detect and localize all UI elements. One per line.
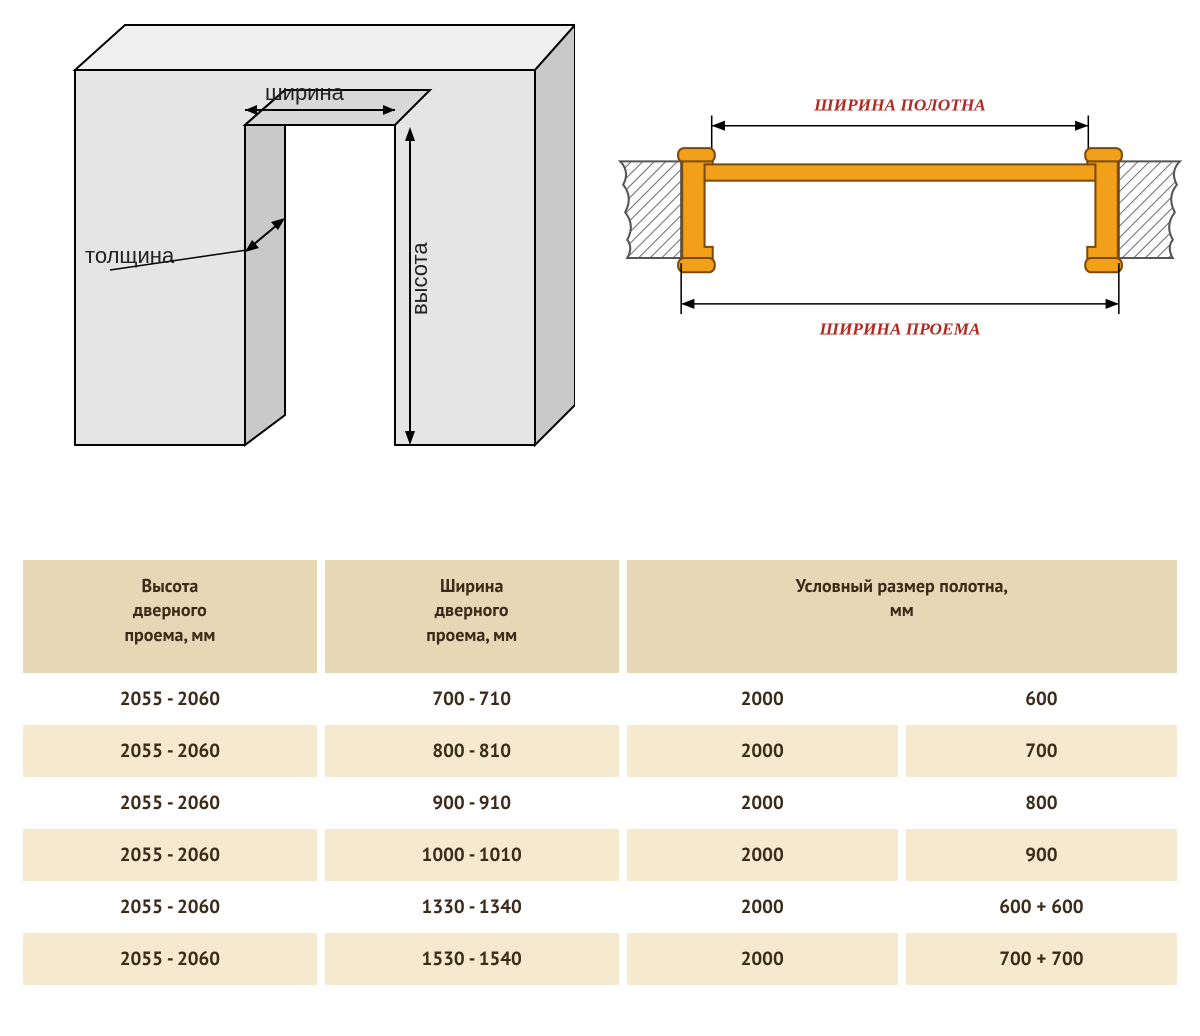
- col-leaf: Условный размер полотна,мм: [627, 560, 1177, 673]
- label-opening-width: ШИРИНА ПРОЕМА: [818, 319, 980, 338]
- cell-height: 2055 - 2060: [23, 777, 317, 829]
- cell-height: 2055 - 2060: [23, 881, 317, 933]
- cell-width: 1330 - 1340: [325, 881, 619, 933]
- cell-height: 2055 - 2060: [23, 933, 317, 985]
- wall-opening-diagram: ширина высота толщина: [15, 15, 575, 490]
- col-width: Ширинадверногопроема, мм: [325, 560, 619, 673]
- cell-leaf_w: 600: [906, 673, 1177, 725]
- wall-svg: ширина высота толщина: [15, 15, 575, 485]
- cell-width: 1530 - 1540: [325, 933, 619, 985]
- label-thickness: толщина: [85, 243, 175, 268]
- cell-height: 2055 - 2060: [23, 829, 317, 881]
- label-height: высота: [407, 242, 432, 315]
- cell-leaf_w: 700 + 700: [906, 933, 1177, 985]
- cell-leaf_h: 2000: [627, 933, 898, 985]
- cell-leaf_h: 2000: [627, 777, 898, 829]
- diagrams-row: ширина высота толщина: [15, 15, 1185, 490]
- cell-leaf_w: 700: [906, 725, 1177, 777]
- cross-section-diagram: ШИРИНА ПОЛОТНА: [615, 85, 1185, 355]
- cell-height: 2055 - 2060: [23, 673, 317, 725]
- cell-leaf_w: 800: [906, 777, 1177, 829]
- label-width: ширина: [265, 80, 345, 105]
- table-row: 2055 - 2060900 - 9102000800: [23, 777, 1177, 829]
- col-height: Высотадверногопроема, мм: [23, 560, 317, 673]
- cell-width: 800 - 810: [325, 725, 619, 777]
- sizes-tbody: 2055 - 2060700 - 71020006002055 - 206080…: [23, 673, 1177, 985]
- table-row: 2055 - 2060700 - 7102000600: [23, 673, 1177, 725]
- cell-leaf_h: 2000: [627, 673, 898, 725]
- label-leaf-width: ШИРИНА ПОЛОТНА: [813, 95, 986, 114]
- table-row: 2055 - 20601330 - 13402000600 + 600: [23, 881, 1177, 933]
- cell-width: 700 - 710: [325, 673, 619, 725]
- sizes-table: Высотадверногопроема, мм Ширинадверногоп…: [15, 560, 1185, 985]
- cell-leaf_h: 2000: [627, 881, 898, 933]
- table-row: 2055 - 20601530 - 15402000700 + 700: [23, 933, 1177, 985]
- table-row: 2055 - 2060800 - 8102000700: [23, 725, 1177, 777]
- cell-leaf_h: 2000: [627, 725, 898, 777]
- cross-svg: ШИРИНА ПОЛОТНА: [615, 85, 1185, 350]
- table-row: 2055 - 20601000 - 10102000900: [23, 829, 1177, 881]
- cell-leaf_w: 900: [906, 829, 1177, 881]
- cell-width: 900 - 910: [325, 777, 619, 829]
- cell-leaf_w: 600 + 600: [906, 881, 1177, 933]
- cell-leaf_h: 2000: [627, 829, 898, 881]
- cell-height: 2055 - 2060: [23, 725, 317, 777]
- cell-width: 1000 - 1010: [325, 829, 619, 881]
